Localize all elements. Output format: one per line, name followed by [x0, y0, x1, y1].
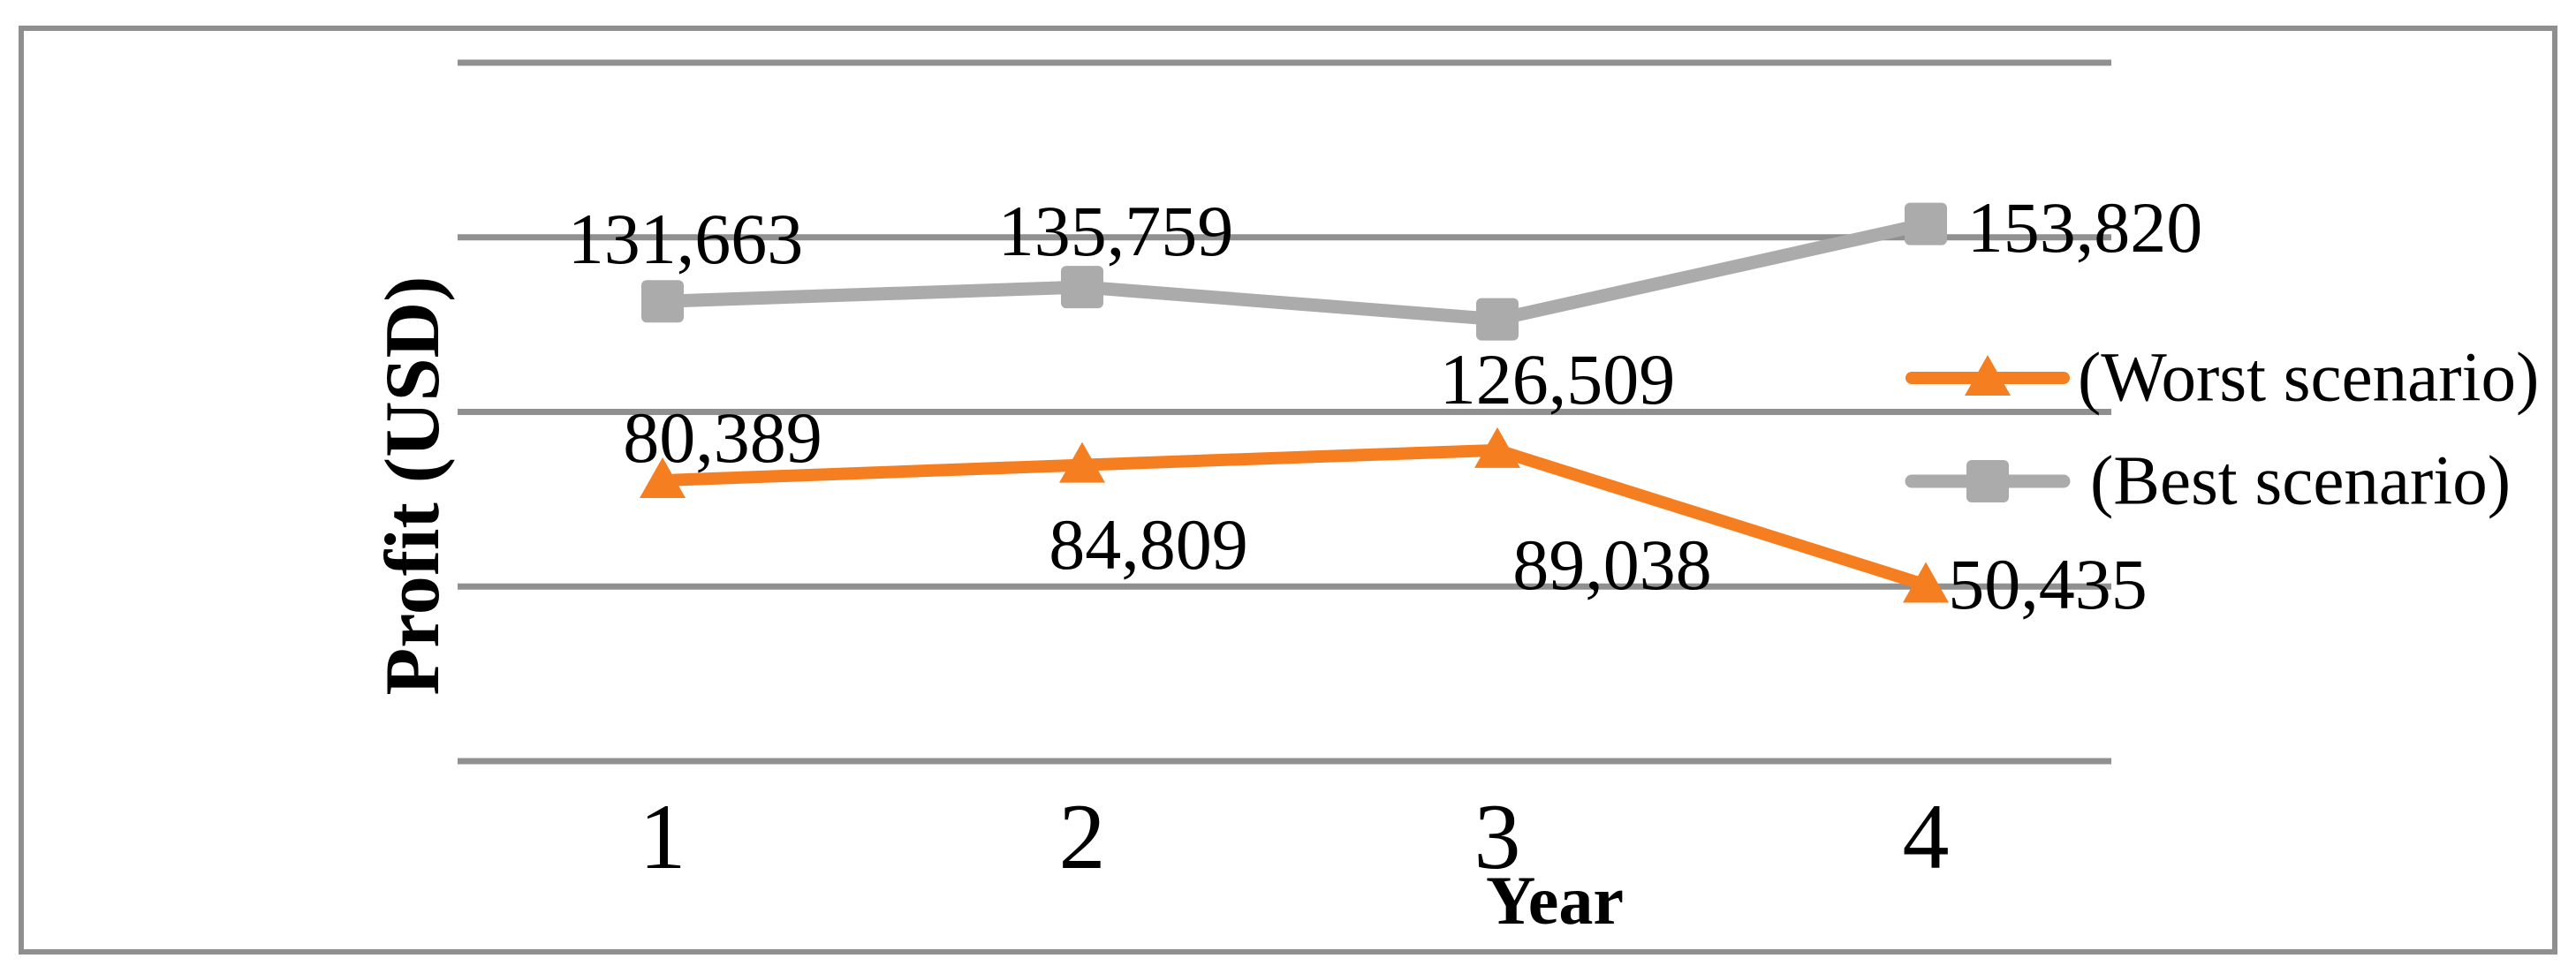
data-label-worst-scenario-year-2: 84,809 — [1049, 504, 1248, 585]
legend-marker-best-scenario — [1966, 460, 2009, 502]
data-label-worst-scenario-year-4: 50,435 — [1948, 544, 2148, 624]
series-line-best-scenario — [655, 217, 1933, 327]
data-label-best-scenario-year-3: 126,509 — [1439, 339, 1676, 419]
figure-border — [19, 26, 2557, 955]
data-label-worst-scenario-year-3: 89,038 — [1512, 525, 1712, 605]
marker-best-scenario-year-4 — [1905, 202, 1947, 245]
x-tick-year-3: 3 — [1474, 785, 1521, 888]
legend-label-best-scenario: (Best scenario) — [2090, 442, 2512, 520]
data-label-best-scenario-year-2: 135,759 — [997, 191, 1234, 271]
legend-marker-worst-scenario — [1965, 355, 2011, 396]
marker-best-scenario-year-2 — [1061, 266, 1103, 309]
x-tick-year-2: 2 — [1058, 785, 1106, 888]
marker-best-scenario-year-1 — [641, 280, 684, 323]
x-axis-title: Year — [1486, 862, 1624, 939]
data-label-best-scenario-year-1: 131,663 — [567, 199, 804, 279]
legend-label-worst-scenario: (Worst scenario) — [2078, 339, 2540, 417]
marker-worst-scenario-year-2 — [1059, 441, 1105, 483]
y-axis-title: Profit (USD) — [370, 275, 456, 696]
data-label-worst-scenario-year-1: 80,389 — [623, 397, 822, 478]
x-tick-year-4: 4 — [1902, 785, 1950, 888]
marker-best-scenario-year-3 — [1476, 298, 1519, 341]
x-tick-year-1: 1 — [639, 785, 686, 888]
marker-worst-scenario-year-3 — [1474, 426, 1520, 468]
series-line-worst-scenario — [656, 443, 1932, 592]
marker-worst-scenario-year-1 — [640, 457, 686, 499]
marker-worst-scenario-year-4 — [1903, 562, 1949, 603]
data-label-best-scenario-year-4: 153,820 — [1966, 187, 2203, 268]
